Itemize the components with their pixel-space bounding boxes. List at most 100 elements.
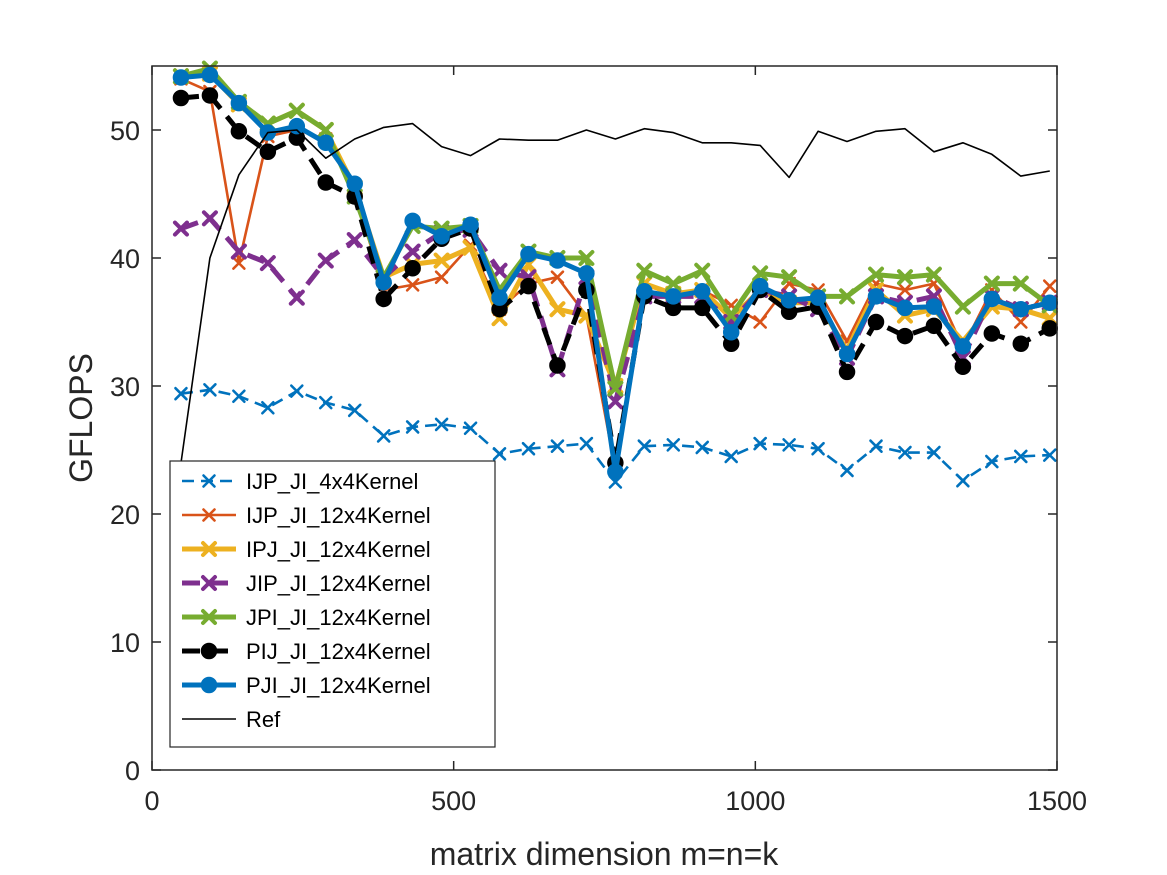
data-point-IJP_JI_4x4Kernel-11 xyxy=(492,447,507,461)
series-layer xyxy=(172,60,1059,489)
data-point-IJP_JI_4x4Kernel-29 xyxy=(1013,449,1028,464)
data-point-IJP_JI_4x4Kernel-19 xyxy=(724,449,739,464)
data-point-PJI_JI_12x4Kernel-27 xyxy=(954,338,972,355)
data-point-JPI_JI_12x4Kernel-25 xyxy=(896,269,913,286)
data-point-PJI_JI_12x4Kernel-7 xyxy=(375,274,392,291)
series-line-Ref xyxy=(180,122,1050,463)
data-point-IJP_JI_4x4Kernel-21 xyxy=(782,438,796,452)
data-point-PJI_JI_12x4Kernel-15 xyxy=(607,463,624,481)
legend-label: Ref xyxy=(246,707,281,732)
legend-marker xyxy=(202,508,216,522)
data-point-IJP_JI_12x4Kernel-13 xyxy=(550,270,565,285)
y-tick-label: 10 xyxy=(110,628,140,658)
data-point-IJP_JI_4x4Kernel-0 xyxy=(174,386,188,401)
data-point-PJI_JI_12x4Kernel-19 xyxy=(722,323,740,341)
data-point-PIJ_JI_12x4Kernel-29 xyxy=(1012,335,1030,353)
x-tick-label: 1500 xyxy=(1027,786,1087,816)
data-point-JPI_JI_12x4Kernel-27 xyxy=(954,298,971,315)
x-axis-label: matrix dimension m=n=k xyxy=(430,836,780,872)
data-point-JPI_JI_12x4Kernel-16 xyxy=(636,262,653,279)
y-tick-label: 50 xyxy=(110,116,140,146)
data-point-JIP_JI_12x4Kernel-8 xyxy=(404,243,421,260)
data-point-IJP_JI_4x4Kernel-1 xyxy=(203,383,217,397)
data-point-PIJ_JI_12x4Kernel-25 xyxy=(896,327,914,345)
legend-label: IJP_JI_12x4Kernel xyxy=(246,503,431,528)
data-point-PJI_JI_12x4Kernel-1 xyxy=(201,66,219,84)
data-point-JIP_JI_12x4Kernel-4 xyxy=(288,289,305,306)
data-point-IJP_JI_4x4Kernel-26 xyxy=(927,445,941,460)
data-point-PJI_JI_12x4Kernel-28 xyxy=(983,290,1001,308)
data-point-PJI_JI_12x4Kernel-5 xyxy=(317,134,335,152)
y-tick-label: 20 xyxy=(110,500,140,530)
data-point-IJP_JI_4x4Kernel-24 xyxy=(869,439,883,453)
data-point-PJI_JI_12x4Kernel-29 xyxy=(1012,300,1030,318)
data-point-PIJ_JI_12x4Kernel-13 xyxy=(549,357,566,374)
data-point-PJI_JI_12x4Kernel-6 xyxy=(346,175,363,193)
legend-item-IJP_JI_12x4Kernel: IJP_JI_12x4Kernel xyxy=(182,503,431,528)
data-point-PJI_JI_12x4Kernel-13 xyxy=(549,252,566,269)
data-point-JIP_JI_12x4Kernel-15 xyxy=(607,393,624,410)
data-point-JIP_JI_12x4Kernel-0 xyxy=(172,220,189,237)
legend-label: JIP_JI_12x4Kernel xyxy=(246,571,431,596)
data-point-PJI_JI_12x4Kernel-21 xyxy=(780,291,798,309)
data-point-PJI_JI_12x4Kernel-14 xyxy=(578,265,595,282)
data-point-JPI_JI_12x4Kernel-18 xyxy=(694,262,711,279)
data-point-PIJ_JI_12x4Kernel-7 xyxy=(375,290,392,308)
data-point-PJI_JI_12x4Kernel-25 xyxy=(896,299,914,317)
legend-item-PJI_JI_12x4Kernel: PJI_JI_12x4Kernel xyxy=(182,673,431,698)
series-IJP_JI_4x4Kernel xyxy=(174,383,1057,489)
data-point-PJI_JI_12x4Kernel-26 xyxy=(925,298,943,315)
legend-item-IPJ_JI_12x4Kernel: IPJ_JI_12x4Kernel xyxy=(182,537,431,562)
data-point-PIJ_JI_12x4Kernel-2 xyxy=(230,123,248,140)
legend-marker xyxy=(200,676,218,694)
data-point-PJI_JI_12x4Kernel-2 xyxy=(230,94,248,112)
data-point-PJI_JI_12x4Kernel-22 xyxy=(809,289,827,306)
data-point-PJI_JI_12x4Kernel-17 xyxy=(665,288,682,305)
legend-marker xyxy=(201,541,217,557)
data-point-PIJ_JI_12x4Kernel-8 xyxy=(404,259,421,277)
data-point-PJI_JI_12x4Kernel-16 xyxy=(636,283,653,300)
data-point-PIJ_JI_12x4Kernel-23 xyxy=(838,363,856,381)
plot-frame xyxy=(151,65,1058,771)
data-point-PJI_JI_12x4Kernel-30 xyxy=(1041,294,1059,312)
data-point-PIJ_JI_12x4Kernel-3 xyxy=(259,143,277,161)
data-point-IJP_JI_4x4Kernel-7 xyxy=(376,429,391,443)
data-point-IJP_JI_12x4Kernel-20 xyxy=(753,315,767,329)
data-point-PIJ_JI_12x4Kernel-0 xyxy=(172,89,190,107)
legend-box xyxy=(169,460,496,748)
data-point-IJP_JI_4x4Kernel-17 xyxy=(666,438,681,452)
data-point-JPI_JI_12x4Kernel-20 xyxy=(752,265,769,282)
data-point-IJP_JI_4x4Kernel-30 xyxy=(1042,448,1057,462)
legend-label: IJP_JI_4x4Kernel xyxy=(246,469,418,494)
data-point-IJP_JI_4x4Kernel-2 xyxy=(232,389,246,404)
data-point-PIJ_JI_12x4Kernel-12 xyxy=(520,277,537,295)
data-point-PIJ_JI_12x4Kernel-5 xyxy=(317,174,335,191)
data-point-IJP_JI_4x4Kernel-18 xyxy=(695,440,710,455)
data-point-JPI_JI_12x4Kernel-19 xyxy=(723,307,740,324)
data-point-PIJ_JI_12x4Kernel-30 xyxy=(1041,320,1059,337)
data-point-PIJ_JI_12x4Kernel-18 xyxy=(693,299,711,317)
data-point-JIP_JI_12x4Kernel-2 xyxy=(230,243,247,260)
data-point-JPI_JI_12x4Kernel-24 xyxy=(868,266,884,283)
legend-marker xyxy=(201,575,217,591)
data-point-PIJ_JI_12x4Kernel-24 xyxy=(867,313,885,331)
data-point-PIJ_JI_12x4Kernel-1 xyxy=(201,87,219,104)
legend: IJP_JI_4x4Kernel IJP_JI_12x4Kernel IPJ_JI_… xyxy=(169,460,496,748)
legend-label: JPI_JI_12x4Kernel xyxy=(246,605,431,630)
data-point-IJP_JI_4x4Kernel-22 xyxy=(811,441,825,456)
data-point-PJI_JI_12x4Kernel-18 xyxy=(693,283,711,300)
y-axis-label: GFLOPS xyxy=(63,353,99,483)
series-PJI_JI_12x4Kernel xyxy=(172,66,1059,481)
x-tick-label: 0 xyxy=(144,786,159,816)
data-point-IJP_JI_4x4Kernel-9 xyxy=(434,417,449,432)
data-point-JIP_JI_12x4Kernel-5 xyxy=(317,252,334,269)
data-point-PJI_JI_12x4Kernel-10 xyxy=(462,216,479,233)
data-point-IJP_JI_12x4Kernel-25 xyxy=(898,283,912,297)
data-point-JIP_JI_12x4Kernel-3 xyxy=(259,255,276,272)
data-point-IJP_JI_4x4Kernel-8 xyxy=(405,420,420,434)
data-point-PIJ_JI_12x4Kernel-27 xyxy=(954,358,972,376)
legend-item-JIP_JI_12x4Kernel: JIP_JI_12x4Kernel xyxy=(182,571,431,596)
data-point-IJP_JI_4x4Kernel-20 xyxy=(753,436,767,451)
data-point-IJP_JI_4x4Kernel-6 xyxy=(347,403,362,418)
